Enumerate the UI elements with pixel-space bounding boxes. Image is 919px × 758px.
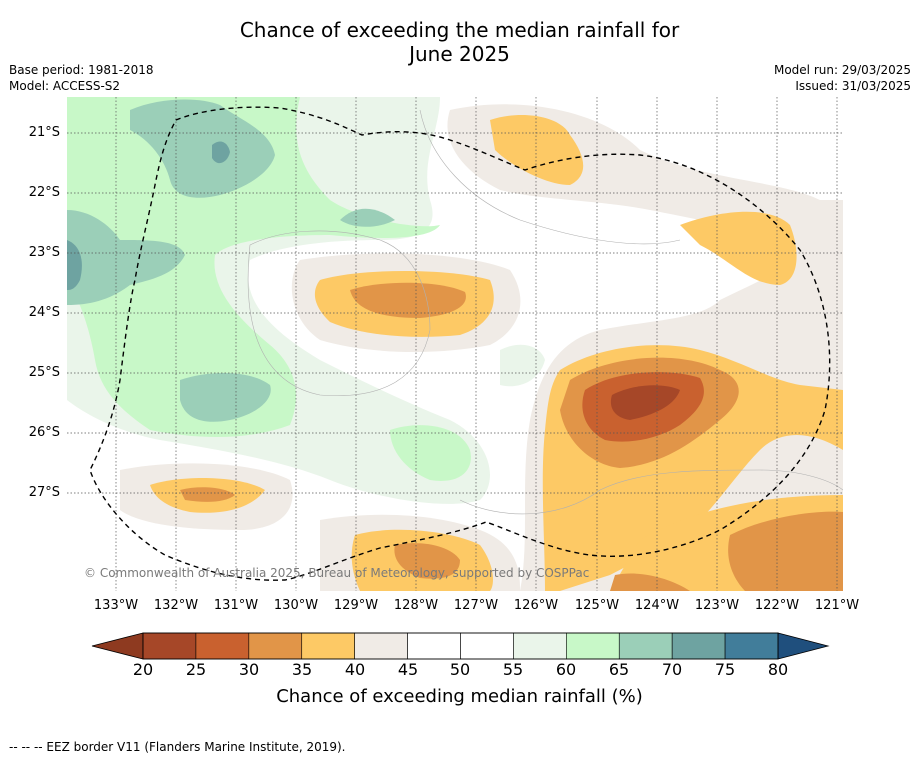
colorbar-tick: 50	[449, 660, 471, 679]
colorbar-cell	[407, 632, 461, 660]
colorbar-cell	[618, 632, 673, 660]
colorbar-tick: 60	[555, 660, 577, 679]
contour-30-35-s	[394, 543, 460, 579]
contour-55-60-east	[500, 344, 545, 387]
contour-65-70-c	[340, 208, 395, 227]
colorbar-tick: 75	[714, 660, 736, 679]
colorbar-cell	[566, 632, 620, 660]
lat-label-25s: 25°S	[28, 365, 60, 380]
lon-label-128w: 128°W	[393, 598, 439, 613]
colorbar-label: Chance of exceeding median rainfall (%)	[276, 686, 643, 707]
contour-line-1	[247, 230, 431, 397]
colorbar-tick: 25	[185, 660, 207, 679]
colorbar-cell	[460, 632, 514, 660]
rainfall-field	[67, 97, 843, 591]
model-run: Model run: 29/03/2025	[773, 63, 911, 77]
meta-right: Model run: 29/03/2025 Issued: 31/03/2025	[774, 62, 911, 94]
footnote-eez: -- -- -- EEZ border V11 (Flanders Marine…	[9, 740, 346, 754]
colorbar-over-arrow	[777, 632, 830, 660]
colorbar-under-arrow	[91, 632, 144, 660]
lat-label-23s: 23°S	[28, 245, 60, 260]
lat-label-26s: 26°S	[28, 425, 60, 440]
colorbar-tick: 65	[608, 660, 630, 679]
colorbar	[91, 632, 830, 660]
colorbar-cell	[142, 632, 197, 660]
colorbar-tick: 45	[397, 660, 419, 679]
colorbar-cell	[301, 632, 355, 660]
contour-35-40-ne	[680, 211, 797, 285]
eez-boundary	[89, 106, 831, 581]
lon-label-125w: 125°W	[574, 598, 620, 613]
title-line-1: Chance of exceeding the median rainfall …	[239, 18, 680, 42]
meta-left: Base period: 1981-2018 Model: ACCESS-S2	[9, 62, 154, 94]
contour-30-35-sw	[180, 487, 235, 502]
colorbar-cell	[724, 632, 779, 660]
contour-line-2	[419, 109, 681, 245]
contour-70-75-nw	[212, 141, 230, 164]
colorbar-cell	[513, 632, 567, 660]
contour-30-35-center	[350, 282, 466, 318]
lat-label-27s: 27°S	[28, 485, 60, 500]
contour-65-70-nw	[130, 99, 275, 198]
contour-65-70-s	[180, 373, 271, 422]
contour-35-40-n	[490, 115, 584, 185]
lon-label-131w: 131°W	[213, 598, 259, 613]
contour-30-35-se2	[728, 511, 843, 591]
base-period: Base period: 1981-2018	[9, 63, 154, 77]
colorbar-tick: 30	[238, 660, 260, 679]
lon-label-122w: 122°W	[754, 598, 800, 613]
colorbar-cell	[248, 632, 303, 660]
lat-label-24s: 24°S	[28, 305, 60, 320]
contour-30-35-s2	[610, 573, 690, 591]
contour-65-70-w	[67, 210, 185, 305]
lon-label-127w: 127°W	[453, 598, 499, 613]
lon-label-121w: 121°W	[814, 598, 860, 613]
lon-label-132w: 132°W	[153, 598, 199, 613]
colorbar-cell	[195, 632, 250, 660]
contour-60-65-south	[390, 425, 471, 481]
colorbar-tick: 70	[661, 660, 683, 679]
lon-label-126w: 126°W	[513, 598, 559, 613]
issued-date: Issued: 31/03/2025	[795, 79, 911, 93]
colorbar-tick: 55	[502, 660, 524, 679]
lon-label-133w: 133°W	[93, 598, 139, 613]
colorbar-cell	[671, 632, 726, 660]
lat-label-22s: 22°S	[28, 185, 60, 200]
colorbar-tick: 35	[291, 660, 313, 679]
lat-label-21s: 21°S	[28, 125, 60, 140]
lon-label-130w: 130°W	[273, 598, 319, 613]
colorbar-tick: 20	[132, 660, 154, 679]
model-name: Model: ACCESS-S2	[9, 79, 121, 93]
contour-20-25-se	[610, 385, 680, 420]
contour-60-65-west	[67, 97, 440, 437]
copyright-notice: © Commonwealth of Australia 2025, Bureau…	[84, 566, 590, 580]
colorbar-cell	[354, 632, 408, 660]
colorbar-tick: 80	[767, 660, 789, 679]
contour-70-75	[67, 240, 82, 290]
lon-label-129w: 129°W	[333, 598, 379, 613]
lon-label-124w: 124°W	[634, 598, 680, 613]
colorbar-tick: 40	[344, 660, 366, 679]
contour-line-3	[459, 469, 843, 515]
title-line-2: June 2025	[409, 42, 510, 66]
map-title: Chance of exceeding the median rainfall …	[0, 18, 919, 66]
lon-label-123w: 123°W	[694, 598, 740, 613]
